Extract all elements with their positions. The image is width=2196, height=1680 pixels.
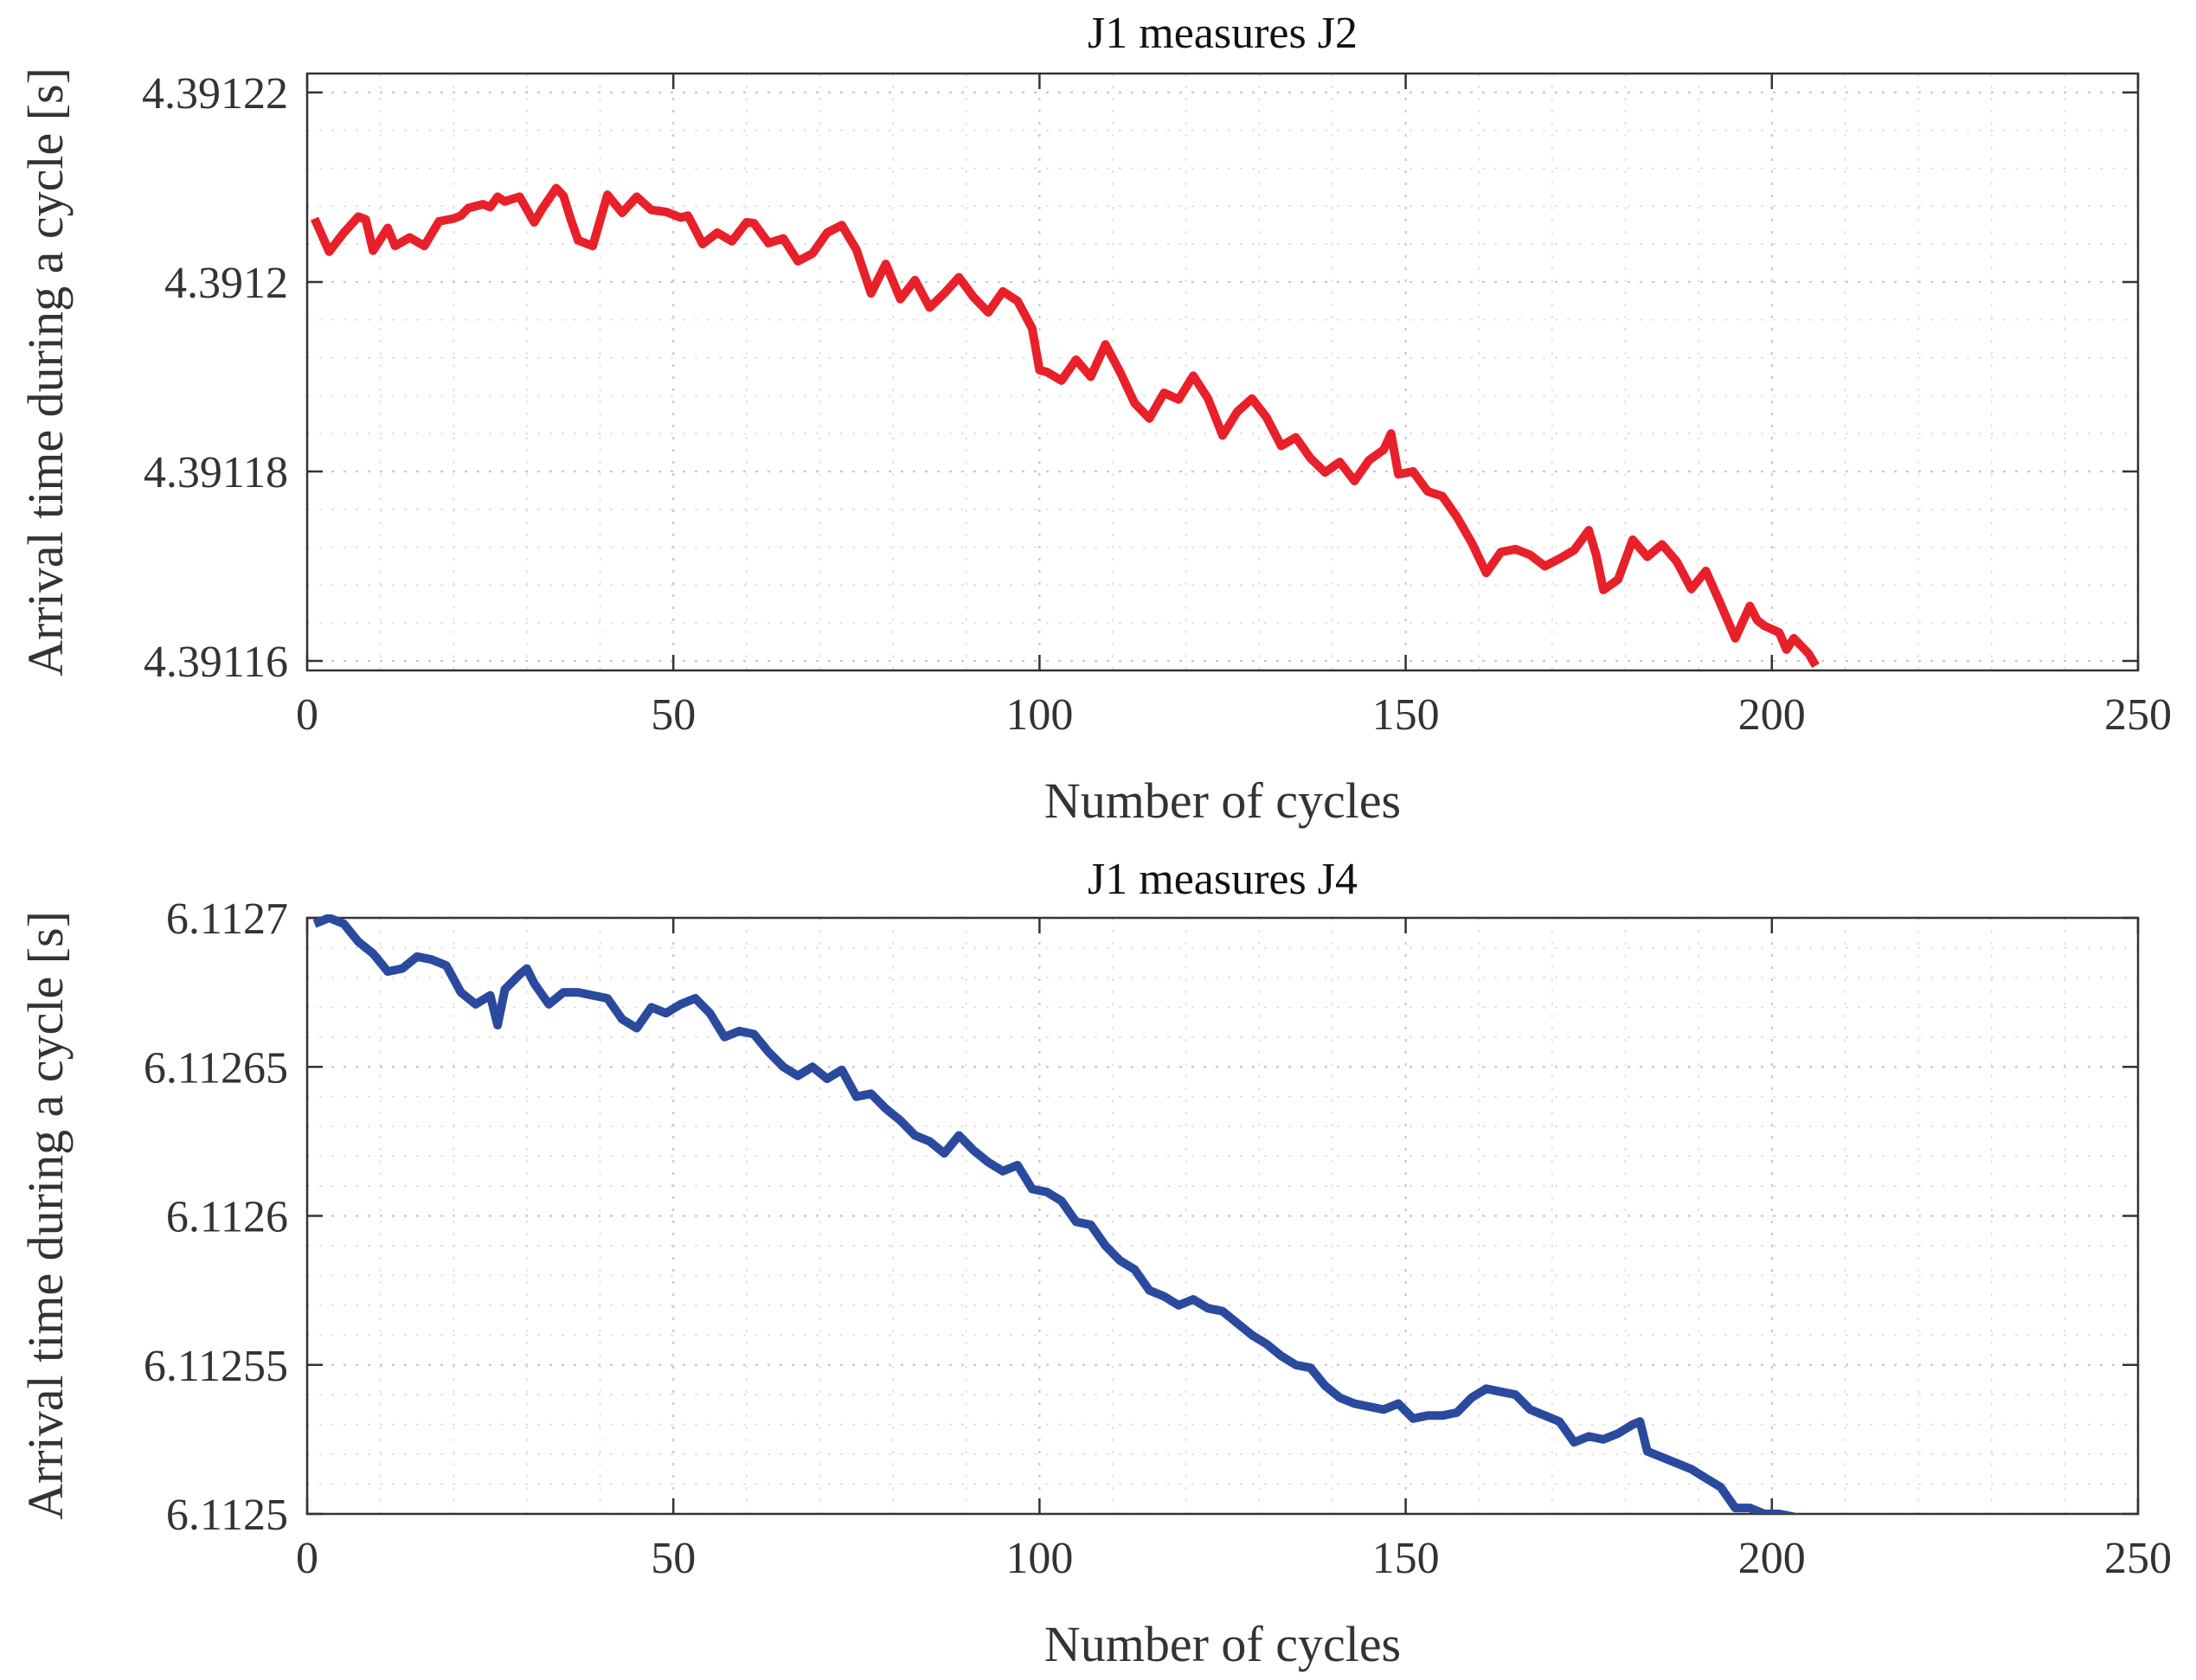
y-tick-label: 6.1126: [166, 1193, 288, 1242]
subplot-j4: J1 measures J4 0 50 100 150 200 250 6.1125 6.11…: [17, 855, 2172, 1672]
x-tick-label: 50: [651, 690, 696, 740]
ticks: 0 50 100 150 200 250 6.1125 6.11255 6.1126 6.1126…: [144, 895, 2172, 1583]
y-tick-label: 4.3912: [164, 259, 288, 308]
subplot-j2: J1 measures J2 0 50 100 150 200 250 4.39116 4.3…: [17, 9, 2172, 829]
series-line-j2: [310, 183, 1820, 669]
x-axis-label: Number of cycles: [1044, 1616, 1401, 1672]
y-tick-label: 4.39116: [144, 638, 288, 687]
y-axis-label: Arrival time during a cycle [s]: [17, 911, 74, 1520]
y-tick-label: 4.39118: [144, 448, 288, 497]
y-tick-label: 6.1125: [166, 1491, 288, 1540]
x-tick-label: 200: [1738, 690, 1806, 740]
y-tick-label: 4.39122: [142, 69, 288, 119]
x-tick-label: 100: [1005, 690, 1073, 740]
x-axis-label: Number of cycles: [1044, 773, 1401, 829]
series-layer: [310, 183, 1820, 669]
x-tick-label: 150: [1372, 1534, 1440, 1583]
y-axis-label: Arrival time during a cycle [s]: [17, 67, 74, 676]
y-tick-label: 6.11265: [144, 1043, 288, 1093]
y-tick-label: 6.11255: [144, 1342, 288, 1391]
grid: [305, 74, 2140, 670]
x-tick-label: 150: [1372, 690, 1440, 740]
plot-frame: [305, 72, 2140, 672]
y-tick-label: 6.1127: [166, 895, 288, 944]
x-tick-label: 0: [296, 1534, 318, 1583]
series-layer: [312, 914, 1801, 1514]
x-tick-label: 250: [2104, 1534, 2172, 1583]
x-tick-label: 200: [1738, 1534, 1806, 1583]
series-line-j4: [312, 914, 1801, 1514]
ticks: 0 50 100 150 200 250 4.39116 4.39118 4.3912 4.391…: [142, 69, 2172, 740]
x-tick-label: 50: [651, 1534, 696, 1583]
x-tick-label: 250: [2104, 690, 2172, 740]
grid: [305, 916, 2140, 1516]
subplot-title: J1 measures J2: [1088, 9, 1358, 58]
x-tick-label: 100: [1005, 1534, 1073, 1583]
subplot-title: J1 measures J4: [1088, 855, 1358, 904]
x-tick-label: 0: [296, 690, 318, 740]
